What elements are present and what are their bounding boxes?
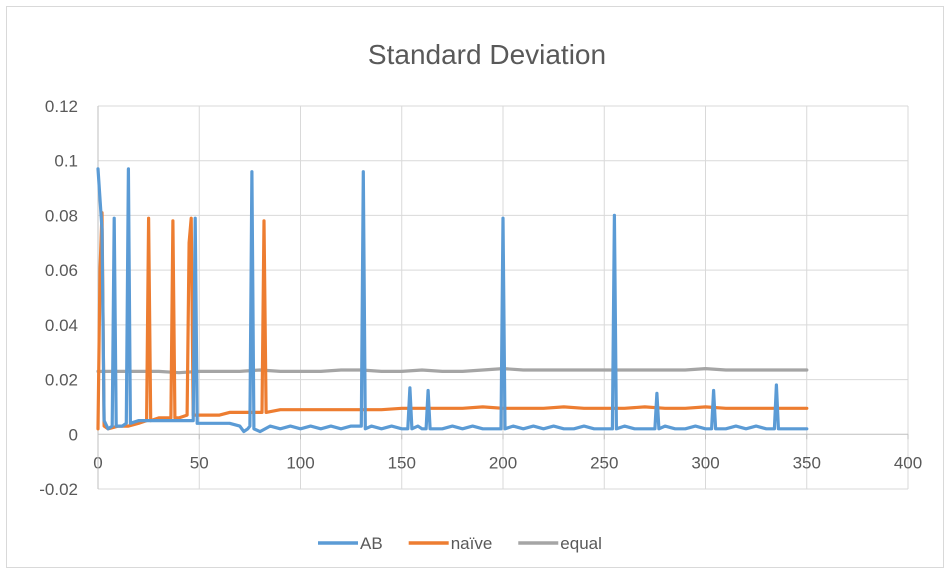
y-tick-label: 0.12 bbox=[45, 97, 78, 116]
legend-entry: naïve bbox=[451, 534, 493, 553]
legend-entry: equal bbox=[560, 534, 602, 553]
x-tick-label: 200 bbox=[489, 453, 517, 472]
x-tick-label: 100 bbox=[286, 453, 314, 472]
series-line-equal bbox=[96, 367, 809, 375]
x-tick-label: 400 bbox=[894, 453, 922, 472]
chart-title: Standard Deviation bbox=[368, 39, 606, 70]
x-tick-label: 350 bbox=[793, 453, 821, 472]
series-line-naïve bbox=[96, 211, 809, 431]
series-line-AB bbox=[96, 167, 809, 434]
y-tick-label: -0.02 bbox=[39, 480, 78, 499]
y-tick-label: 0.08 bbox=[45, 206, 78, 225]
series-layer bbox=[96, 167, 809, 434]
y-tick-label: 0.04 bbox=[45, 316, 78, 335]
y-tick-label: 0.1 bbox=[54, 152, 78, 171]
y-tick-label: 0 bbox=[69, 425, 78, 444]
y-tick-label: 0.02 bbox=[45, 371, 78, 390]
x-tick-label: 250 bbox=[590, 453, 618, 472]
legend-entry: AB bbox=[360, 534, 383, 553]
legend: AB naïve equal bbox=[318, 534, 602, 553]
x-tick-label: 300 bbox=[691, 453, 719, 472]
chart-area bbox=[6, 6, 944, 568]
x-tick-label: 150 bbox=[388, 453, 416, 472]
y-tick-label: 0.06 bbox=[45, 261, 78, 280]
x-tick-label: 50 bbox=[190, 453, 209, 472]
gridlines bbox=[98, 105, 909, 490]
